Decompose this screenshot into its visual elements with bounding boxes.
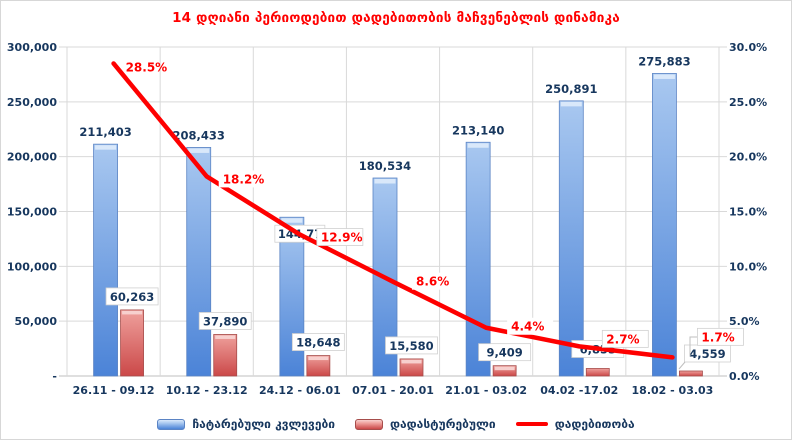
y-axis-left-tick-label: 200,000 xyxy=(7,151,57,164)
percent-label-box xyxy=(601,329,649,348)
bar-tests-cap xyxy=(95,145,117,150)
bar-tests xyxy=(558,100,584,377)
y-axis-right-tick-label: 20.0% xyxy=(729,151,767,164)
legend-item-tests: ჩატარებული კვლევები xyxy=(157,417,335,431)
bar-tests-cap xyxy=(653,74,675,79)
data-label-positivity: 1.7% xyxy=(701,330,734,344)
y-axis-left-tick-label: - xyxy=(52,370,57,383)
bar-tests xyxy=(186,147,212,377)
bar-tests xyxy=(465,141,491,377)
bar-tests-cap xyxy=(188,148,210,153)
red-bar-swatch-icon xyxy=(355,418,383,430)
trend-line-positivity xyxy=(111,61,675,360)
percent-label-box xyxy=(316,228,364,246)
bar-confirmed xyxy=(306,355,331,377)
data-label-tests: 180,534 xyxy=(359,159,411,173)
data-label-box xyxy=(478,343,532,362)
bar-tests-cap xyxy=(281,218,303,223)
percent-label-box xyxy=(697,327,744,346)
data-label-confirmed: 37,890 xyxy=(203,314,247,328)
data-label-tests: 275,883 xyxy=(638,54,690,68)
bar-confirmed-cap xyxy=(308,356,329,361)
x-axis-label: 10.12 - 23.12 xyxy=(166,384,248,397)
percent-label-box xyxy=(507,317,554,335)
data-label-box xyxy=(105,287,159,306)
bar-confirmed xyxy=(679,370,703,377)
data-label-confirmed: 15,580 xyxy=(389,339,433,353)
x-axis-label: 07.01 - 20.01 xyxy=(352,384,434,397)
bar-tests xyxy=(93,143,118,377)
bar-confirmed xyxy=(213,334,238,377)
data-label-positivity: 12.9% xyxy=(321,231,363,245)
bar-confirmed xyxy=(492,365,517,377)
chart-title: 14 დღიანი პერიოდებით დადებითობის მაჩვენე… xyxy=(172,10,620,26)
x-axis-label: 18.02 - 03.03 xyxy=(632,384,714,397)
y-axis-right-tick-label: 30.0% xyxy=(729,41,767,54)
bar-confirmed xyxy=(120,309,144,377)
leader-line xyxy=(678,361,686,370)
legend-label-confirmed: დადასტურებული xyxy=(390,417,496,431)
bar-tests-cap xyxy=(560,101,582,107)
data-label-confirmed: 18,648 xyxy=(296,336,340,350)
x-axis-label: 21.01 - 03.02 xyxy=(445,384,527,397)
data-label-box xyxy=(198,312,252,330)
x-axis-label: 24.12 - 06.01 xyxy=(259,384,341,397)
data-label-tests: 213,140 xyxy=(452,123,504,137)
legend-label-tests: ჩატარებული კვლევები xyxy=(192,417,335,431)
data-label-tests: 250,891 xyxy=(545,82,597,96)
y-axis-left-tick-label: 150,000 xyxy=(7,206,57,219)
data-label-positivity: 2.7% xyxy=(606,332,639,346)
data-label-tests: 211,403 xyxy=(79,125,131,139)
data-label-confirmed: 9,409 xyxy=(486,346,522,360)
leader-line xyxy=(689,336,698,356)
percent-label-box xyxy=(412,272,458,290)
data-label-box xyxy=(291,333,345,351)
y-axis-left-tick-label: 250,000 xyxy=(7,96,57,109)
y-axis-left-tick-label: 300,000 xyxy=(7,41,57,54)
y-axis-right-tick-label: 15.0% xyxy=(729,206,767,219)
data-label-tests: 208,433 xyxy=(173,128,225,142)
bar-confirmed xyxy=(585,368,610,377)
bar-tests xyxy=(652,73,677,377)
data-label-confirmed: 4,559 xyxy=(689,347,725,361)
legend-item-positivity: დადებითობა xyxy=(515,417,635,431)
bar-tests-cap xyxy=(467,143,489,148)
data-label-positivity: 18.2% xyxy=(223,172,265,186)
x-axis-label: 26.11 - 09.12 xyxy=(73,384,155,397)
data-label-positivity: 4.4% xyxy=(511,320,544,334)
y-axis-right-tick-label: 10.0% xyxy=(729,260,767,273)
x-axis-label: 04.02 -17.02 xyxy=(540,384,618,397)
y-axis-left-tick-label: 100,000 xyxy=(7,260,57,273)
blue-bar-swatch-icon xyxy=(157,418,186,430)
bar-confirmed-cap xyxy=(401,359,422,364)
bar-confirmed-cap xyxy=(494,366,515,371)
percent-label-box xyxy=(218,170,265,188)
bar-tests-cap xyxy=(374,179,396,184)
data-label-positivity: 28.5% xyxy=(126,60,168,74)
bar-confirmed-cap xyxy=(122,310,143,315)
y-axis-right-tick-label: 5.0% xyxy=(729,315,760,328)
y-axis-right-tick-label: 0.0% xyxy=(729,370,760,383)
data-label-box xyxy=(385,336,438,355)
legend-item-confirmed: დადასტურებული xyxy=(355,417,496,431)
bar-confirmed-cap xyxy=(215,335,236,339)
legend-label-positivity: დადებითობა xyxy=(554,417,635,431)
red-line-swatch-icon xyxy=(515,421,548,427)
y-axis-right-tick-label: 25.0% xyxy=(729,96,767,109)
data-label-confirmed: 60,263 xyxy=(110,290,154,304)
legend: ჩატარებული კვლევები დადასტურებული დადები… xyxy=(1,413,791,435)
data-label-positivity: 8.6% xyxy=(416,275,449,289)
y-axis-left-tick-label: 50,000 xyxy=(15,315,58,328)
